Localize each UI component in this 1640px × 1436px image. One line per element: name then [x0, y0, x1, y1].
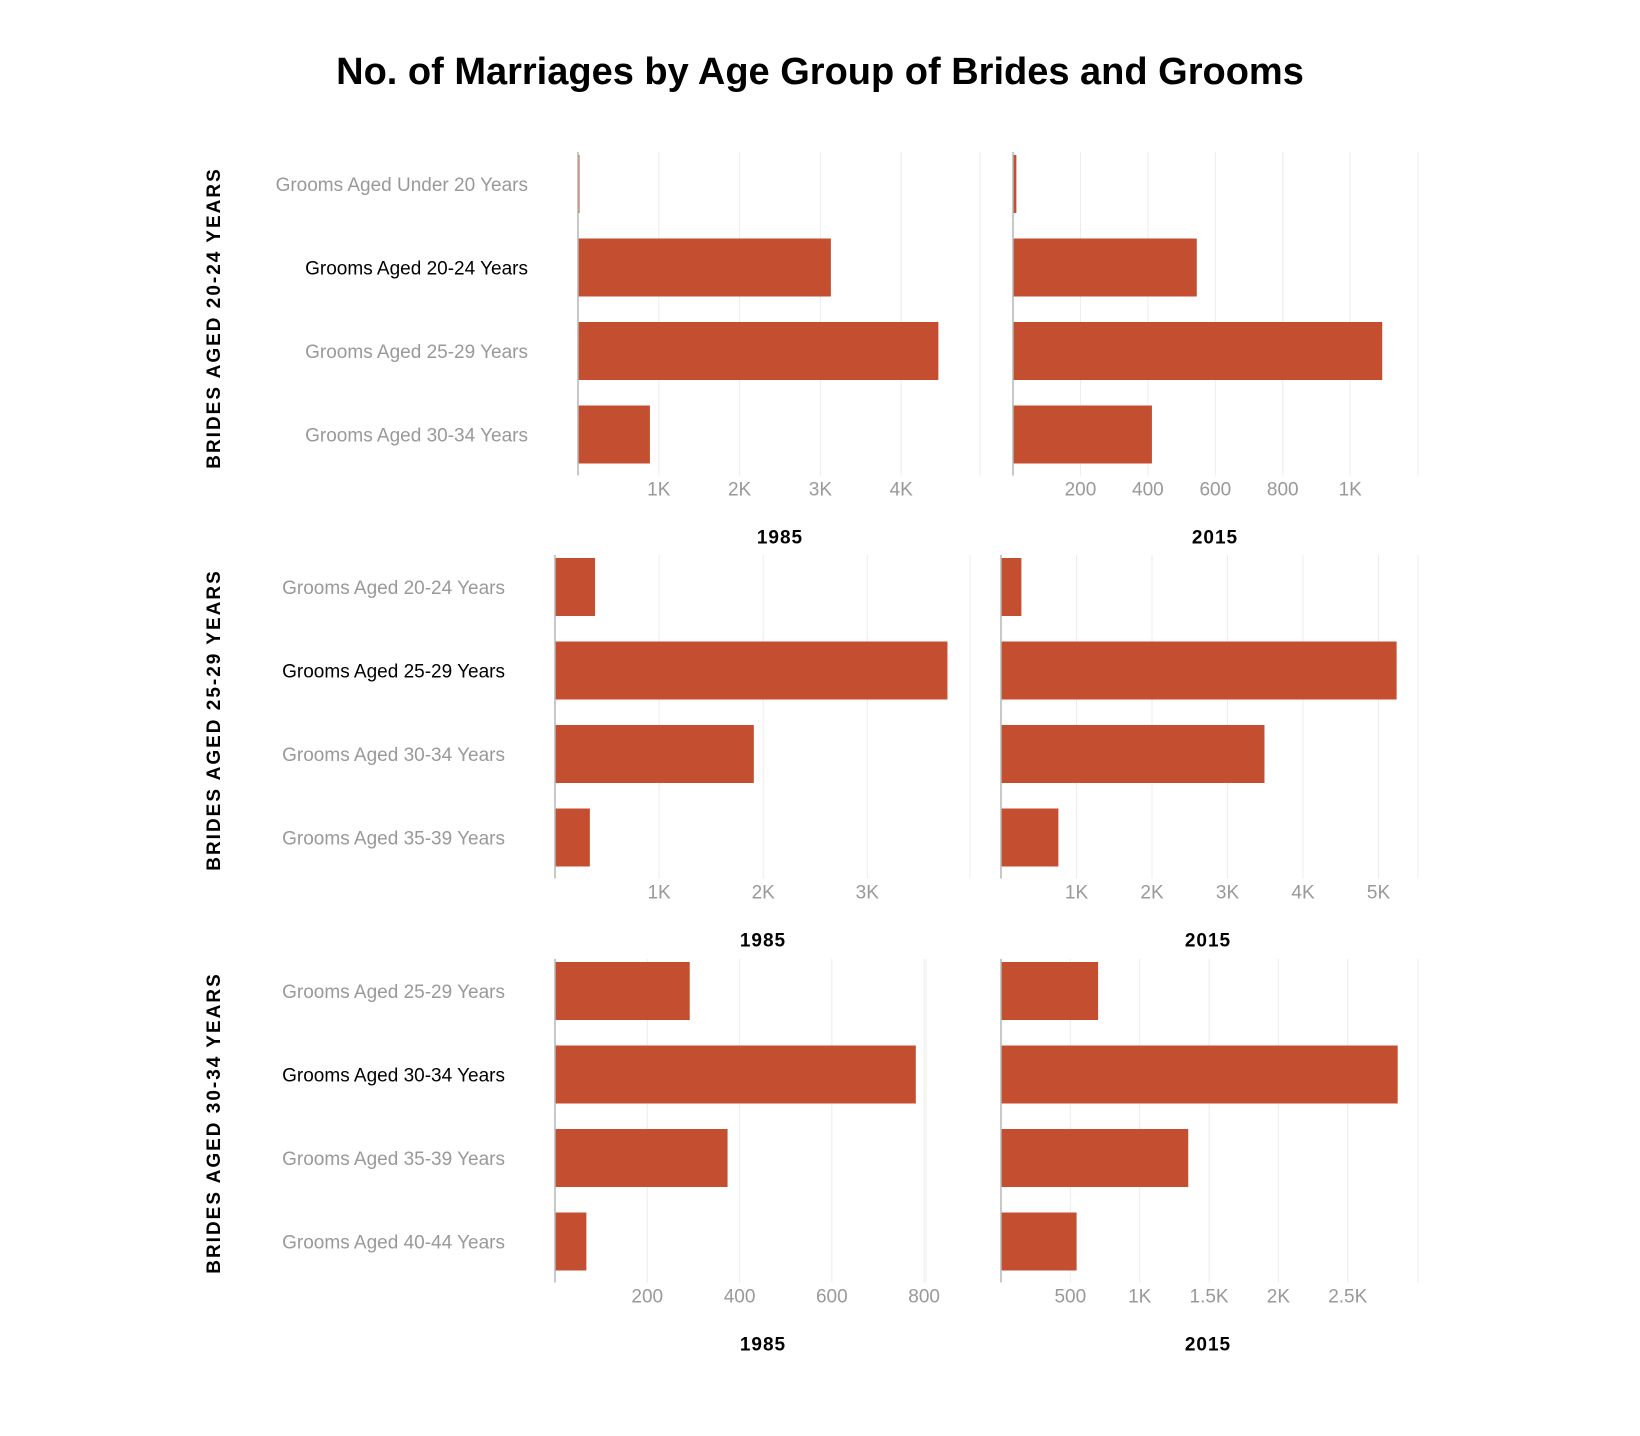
category-label: Grooms Aged 30-34 Years: [282, 1066, 505, 1087]
x-tick-label: 1K: [1065, 883, 1089, 904]
panel-3: 1K 2K 3K 4K 5K 2015: [1000, 555, 1419, 952]
panel-1: 200 400 600 800 1K 2015: [1012, 152, 1419, 549]
category-label: Grooms Aged 25-29 Years: [305, 342, 528, 363]
bar: [1001, 558, 1022, 616]
bar: [555, 725, 754, 783]
x-tick-label: 200: [1065, 480, 1097, 501]
x-axis-title: 1985: [757, 528, 803, 549]
group-label: BRIDES AGED 25-29 YEARS: [204, 569, 225, 871]
x-axis-title: 1985: [740, 1335, 786, 1356]
x-axis-title: 2015: [1185, 1335, 1231, 1356]
x-tick-label: 600: [1199, 480, 1231, 501]
bar: [1001, 808, 1059, 867]
chart-title: No. of Marriages by Age Group of Brides …: [336, 51, 1304, 93]
bar: [555, 1045, 916, 1104]
x-tick-label: 800: [1267, 480, 1299, 501]
bar: [578, 405, 650, 464]
x-tick-label: 2K: [728, 480, 752, 501]
bar: [1001, 1045, 1398, 1104]
x-tick-label: 400: [724, 1287, 756, 1308]
x-tick-label: 1K: [647, 480, 671, 501]
x-tick-label: 200: [631, 1287, 663, 1308]
x-tick-label: 1K: [1339, 480, 1363, 501]
x-tick-label: 5K: [1367, 883, 1391, 904]
category-label: Grooms Aged 20-24 Years: [282, 578, 505, 599]
bar: [555, 558, 596, 616]
bar: [1013, 322, 1383, 380]
panel-5: 500 1K 1.5K 2K 2.5K 2015: [1000, 959, 1419, 1356]
bar: [578, 322, 939, 380]
category-label: Grooms Aged 20-24 Years: [305, 259, 528, 280]
bar: [1001, 725, 1265, 783]
category-label: Grooms Aged 40-44 Years: [282, 1233, 505, 1254]
category-label: Grooms Aged 25-29 Years: [282, 982, 505, 1003]
x-tick-label: 1.5K: [1190, 1287, 1229, 1308]
x-tick-label: 4K: [1291, 883, 1315, 904]
x-tick-label: 400: [1132, 480, 1164, 501]
bar: [555, 1129, 728, 1187]
bar: [555, 962, 690, 1020]
category-label: Grooms Aged 30-34 Years: [305, 426, 528, 447]
panel-2: 1K 2K 3K 1985 Grooms Aged 20-24 Years Grooms …: [204, 555, 971, 952]
bar: [1001, 1212, 1077, 1271]
panel-4: 200 400 600 800 1985 Grooms Aged 25-29 Years G…: [204, 959, 940, 1356]
x-tick-label: 1K: [647, 883, 671, 904]
x-tick-label: 2.5K: [1328, 1287, 1367, 1308]
x-tick-label: 600: [816, 1287, 848, 1308]
bar: [1013, 405, 1152, 464]
x-axis-title: 1985: [740, 931, 786, 952]
x-tick-label: 3K: [856, 883, 880, 904]
x-tick-label: 2K: [752, 883, 776, 904]
x-tick-label: 800: [908, 1287, 940, 1308]
category-label: Grooms Aged Under 20 Years: [276, 175, 528, 196]
bar: [555, 808, 590, 867]
bar: [555, 1212, 587, 1271]
x-tick-label: 3K: [809, 480, 833, 501]
category-label: Grooms Aged 35-39 Years: [282, 1149, 505, 1170]
bar: [1001, 641, 1397, 700]
x-tick-label: 500: [1054, 1287, 1086, 1308]
bar: [1013, 238, 1197, 297]
group-label: BRIDES AGED 20-24 YEARS: [204, 167, 225, 469]
x-tick-label: 2K: [1140, 883, 1164, 904]
x-tick-label: 1K: [1128, 1287, 1152, 1308]
category-label: Grooms Aged 35-39 Years: [282, 829, 505, 850]
x-axis-title: 2015: [1185, 931, 1231, 952]
group-label: BRIDES AGED 30-34 YEARS: [204, 972, 225, 1274]
category-label: Grooms Aged 30-34 Years: [282, 745, 505, 766]
panel-0: 1K 2K 3K 4K 1985 Grooms Aged Under 20 Years Gr…: [204, 152, 981, 549]
x-tick-label: 2K: [1267, 1287, 1291, 1308]
x-tick-label: 3K: [1216, 883, 1240, 904]
x-axis-title: 2015: [1192, 528, 1238, 549]
x-tick-label: 4K: [890, 480, 914, 501]
bar: [578, 238, 831, 297]
bar: [1001, 1129, 1189, 1187]
category-label: Grooms Aged 25-29 Years: [282, 662, 505, 683]
bar: [555, 641, 948, 700]
bar: [1001, 962, 1099, 1020]
bar: [1013, 155, 1017, 213]
